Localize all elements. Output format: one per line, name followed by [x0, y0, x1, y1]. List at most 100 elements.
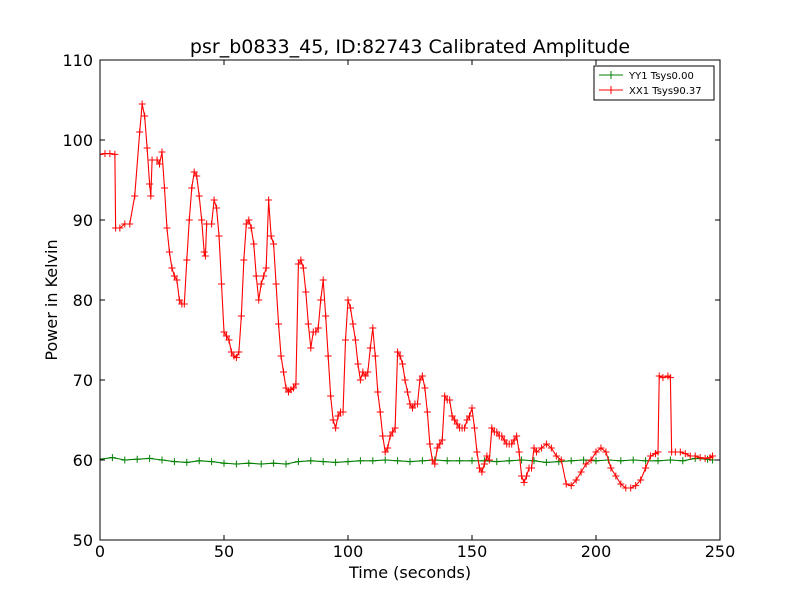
data-point: [168, 264, 176, 272]
data-point: [100, 150, 104, 158]
data-point: [222, 332, 230, 340]
data-point: [552, 452, 560, 460]
data-point: [158, 456, 166, 464]
legend-label: YY1 Tsys0.00: [628, 71, 694, 82]
data-point: [175, 296, 183, 304]
data-point: [587, 456, 595, 464]
data-point: [629, 456, 637, 464]
series-0: [100, 454, 717, 468]
data-point: [173, 276, 181, 284]
data-point: [183, 458, 191, 466]
data-point: [180, 300, 188, 308]
data-point: [324, 352, 332, 360]
data-point: [510, 436, 518, 444]
data-point: [170, 458, 178, 466]
data-point: [339, 408, 347, 416]
data-point: [220, 328, 228, 336]
data-point: [131, 192, 139, 200]
data-point: [418, 372, 426, 380]
data-point: [416, 376, 424, 384]
data-point: [505, 457, 513, 465]
data-point: [210, 196, 218, 204]
data-point: [679, 457, 687, 465]
data-point: [463, 416, 471, 424]
data-point: [642, 464, 650, 472]
data-point: [617, 480, 625, 488]
data-point: [488, 424, 496, 432]
y-axis-title: Power in Kelvin: [42, 239, 61, 360]
data-point: [617, 457, 625, 465]
data-point: [443, 457, 451, 465]
data-point: [141, 112, 149, 120]
data-point: [351, 336, 359, 344]
data-point: [282, 460, 290, 468]
data-point: [270, 459, 278, 467]
legend: YY1 Tsys0.00 XX1 Tsys90.37: [593, 65, 715, 101]
data-point: [431, 460, 439, 468]
legend-box: [593, 65, 715, 101]
data-point: [456, 457, 464, 465]
data-point: [453, 420, 461, 428]
data-point: [116, 224, 124, 232]
data-point: [523, 472, 531, 480]
data-point: [218, 280, 226, 288]
data-point: [475, 464, 483, 472]
data-point: [666, 456, 674, 464]
data-point: [143, 144, 151, 152]
data-point: [257, 280, 265, 288]
data-point: [421, 384, 429, 392]
data-point: [468, 457, 476, 465]
y-tick-label: 70: [73, 371, 93, 390]
data-point: [567, 482, 575, 490]
data-point: [100, 455, 104, 463]
data-point: [245, 216, 253, 224]
data-point: [691, 452, 699, 460]
data-point: [294, 458, 302, 466]
data-point: [592, 457, 600, 465]
data-point: [294, 260, 302, 268]
y-tick-label: 90: [73, 211, 93, 230]
data-point: [136, 128, 144, 136]
data-point: [270, 240, 278, 248]
data-point: [170, 272, 178, 280]
data-point: [312, 328, 320, 336]
data-point: [252, 272, 260, 280]
y-tick-label: 100: [62, 131, 93, 150]
legend-marker: [608, 86, 614, 94]
data-point: [327, 392, 335, 400]
data-point: [356, 457, 364, 465]
data-point: [147, 192, 155, 200]
data-point: [681, 450, 689, 458]
data-point: [637, 476, 645, 484]
x-tick-label: 250: [705, 542, 736, 561]
data-point: [165, 248, 173, 256]
chart-title: psr_b0833_45, ID:82743 Calibrated Amplit…: [190, 36, 630, 58]
data-point: [319, 276, 327, 284]
data-point: [245, 459, 253, 467]
data-point: [451, 416, 459, 424]
data-point: [381, 456, 389, 464]
data-point: [304, 320, 312, 328]
data-point: [394, 457, 402, 465]
y-tick-label: 110: [62, 51, 93, 70]
data-point: [470, 424, 478, 432]
data-point: [354, 360, 362, 368]
data-point: [126, 220, 134, 228]
data-point: [418, 457, 426, 465]
data-point: [314, 324, 322, 332]
data-point: [260, 272, 268, 280]
data-point: [185, 216, 193, 224]
data-point: [250, 240, 258, 248]
data-point: [428, 456, 436, 464]
data-point: [478, 468, 486, 476]
data-point: [289, 384, 297, 392]
data-point: [111, 150, 119, 158]
data-point: [391, 424, 399, 432]
data-point: [399, 360, 407, 368]
data-point: [473, 448, 481, 456]
data-point: [542, 458, 550, 466]
data-point: [480, 460, 488, 468]
x-tick-label: 50: [214, 542, 234, 561]
data-point: [277, 352, 285, 360]
data-point: [193, 172, 201, 180]
